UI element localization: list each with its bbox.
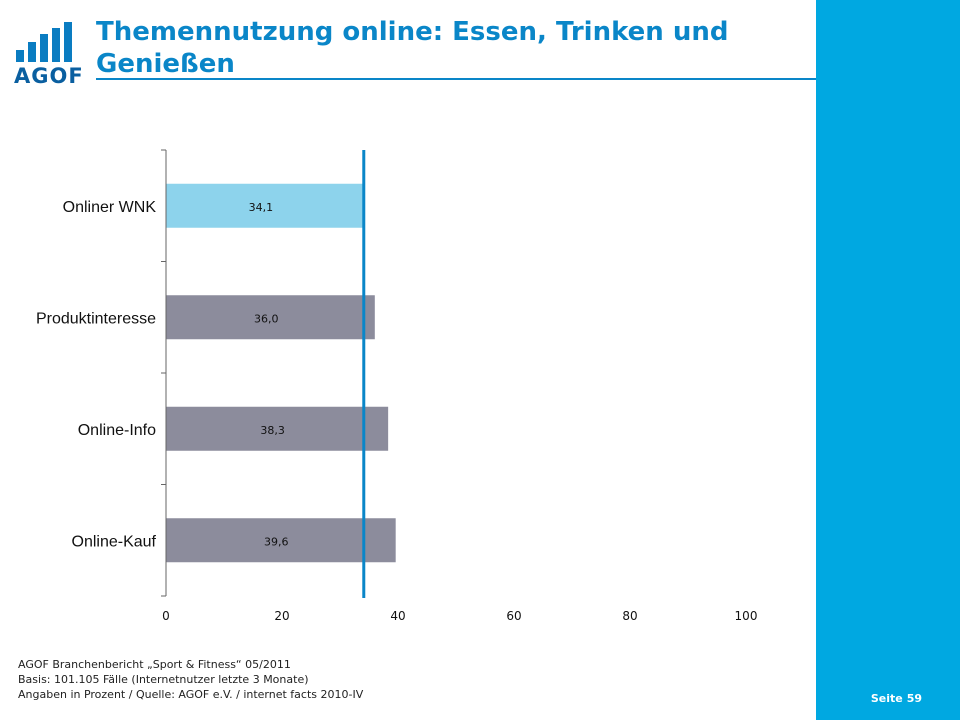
- x-tick-label: 100: [735, 609, 758, 623]
- bar-chart: 34,1 Onliner WNK 36,0 Produktinteresse 38,3 O…: [36, 149, 758, 623]
- x-tick-label: 0: [162, 609, 170, 623]
- sidebar-accent: [816, 0, 960, 720]
- page-title: Themennutzung online: Essen, Trinken und…: [96, 17, 729, 79]
- footer-line-2: Basis: 101.105 Fälle (Internetnutzer let…: [18, 673, 309, 686]
- logo-bars-icon: [16, 22, 78, 62]
- page-label: Seite: [870, 692, 903, 705]
- bar: [166, 518, 396, 563]
- footer-line-1: AGOF Branchenbericht „Sport & Fitness“ 0…: [18, 658, 291, 671]
- x-tick-label: 60: [506, 609, 521, 623]
- bar: [166, 406, 389, 451]
- x-tick-label: 80: [622, 609, 637, 623]
- agof-logo: AGOF: [14, 22, 84, 92]
- category-label: Online-Kauf: [72, 533, 157, 550]
- bar: [166, 295, 375, 340]
- footer-line-3: Angaben in Prozent / Quelle: AGOF e.V. /…: [18, 688, 364, 701]
- category-label: Online-Info: [78, 422, 156, 439]
- bar: [166, 183, 364, 228]
- footer-notes: AGOF Branchenbericht „Sport & Fitness“ 0…: [18, 657, 363, 702]
- data-label: 38,3: [260, 424, 285, 437]
- page-number-value: 59: [906, 692, 922, 705]
- category-label: Onliner WNK: [63, 199, 157, 216]
- page-number: Seite 59: [867, 692, 922, 705]
- data-label: 34,1: [249, 201, 274, 214]
- category-label: Produktinteresse: [36, 310, 156, 327]
- x-tick-label: 20: [274, 609, 289, 623]
- x-tick-label: 40: [390, 609, 405, 623]
- title-divider: [96, 78, 816, 80]
- data-label: 36,0: [254, 312, 279, 325]
- logo-text: AGOF: [14, 64, 84, 88]
- data-label: 39,6: [264, 535, 289, 548]
